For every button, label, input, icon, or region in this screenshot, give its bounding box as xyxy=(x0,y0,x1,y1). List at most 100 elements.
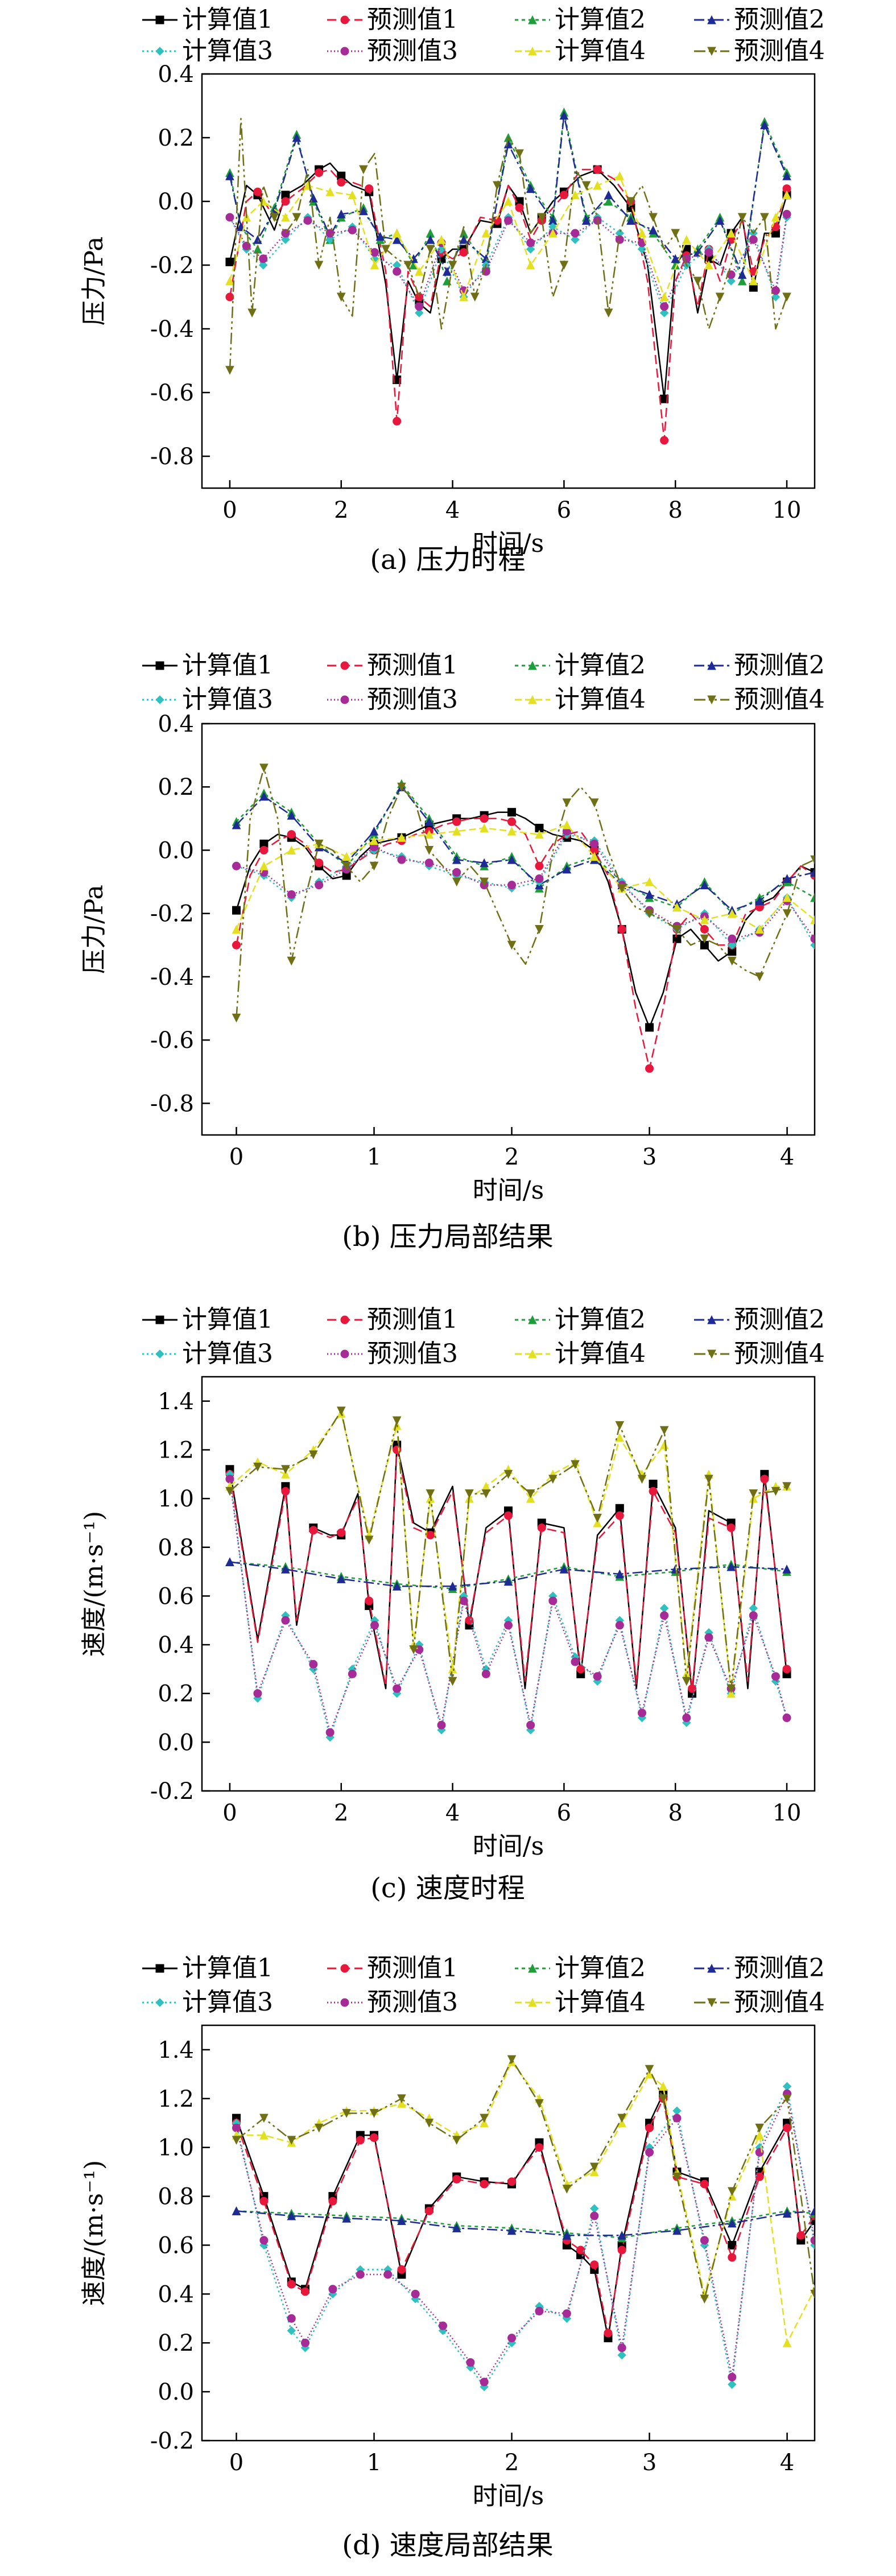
data-point xyxy=(409,1645,418,1654)
data-point xyxy=(259,2197,269,2206)
data-point xyxy=(671,229,680,238)
series-line xyxy=(236,818,815,1070)
data-point xyxy=(704,248,713,257)
series-line xyxy=(236,2092,815,2339)
data-point xyxy=(649,1487,658,1496)
data-point xyxy=(369,2109,379,2118)
data-point xyxy=(771,1487,781,1496)
data-point xyxy=(645,909,654,918)
data-point xyxy=(782,1665,791,1674)
data-point xyxy=(700,934,709,944)
data-point xyxy=(281,1469,290,1479)
x-tick-label: 2 xyxy=(505,2450,519,2476)
data-point xyxy=(342,2109,351,2118)
x-tick-label: 4 xyxy=(780,1144,794,1170)
legend-label: 计算值4 xyxy=(555,36,646,65)
data-point xyxy=(314,2123,324,2133)
data-point xyxy=(535,861,544,870)
legend-label: 计算值4 xyxy=(555,1988,646,2017)
data-point xyxy=(645,2065,654,2074)
data-point xyxy=(281,235,290,244)
data-point xyxy=(480,2377,489,2387)
data-point xyxy=(659,1440,669,1450)
data-point xyxy=(571,190,580,200)
data-point xyxy=(242,241,251,250)
series-line xyxy=(236,824,815,930)
y-tick-label: 0.0 xyxy=(158,189,194,215)
data-point xyxy=(426,1489,435,1498)
data-point xyxy=(615,1504,624,1513)
data-point xyxy=(364,1535,374,1545)
data-point xyxy=(559,110,569,120)
data-point xyxy=(700,2179,709,2189)
data-point xyxy=(645,1023,654,1032)
legend-item: 计算值2 xyxy=(515,5,646,34)
legend-label: 预测值1 xyxy=(367,651,458,680)
data-point xyxy=(593,1672,602,1681)
legend-label: 预测值2 xyxy=(734,5,825,34)
y-tick-label: 1.4 xyxy=(158,2037,194,2063)
data-point xyxy=(452,2136,461,2145)
data-point xyxy=(356,2136,365,2145)
legend-label: 预测值1 xyxy=(367,5,458,34)
data-point xyxy=(571,235,580,244)
y-axis-label: 速度/(m·s⁻¹) xyxy=(80,1511,109,1657)
y-tick-label: 1.0 xyxy=(158,1486,194,1512)
y-tick-label: -0.6 xyxy=(150,1027,194,1054)
data-point xyxy=(337,177,346,187)
y-tick-label: 0.0 xyxy=(158,837,194,864)
data-point xyxy=(659,308,669,317)
data-point xyxy=(348,225,357,234)
data-point xyxy=(253,1689,262,1698)
series-7 xyxy=(225,171,791,302)
legend-item: 预测值1 xyxy=(327,1954,458,1983)
data-point xyxy=(727,956,737,966)
data-point xyxy=(782,292,791,302)
data-point xyxy=(755,972,765,982)
data-point xyxy=(225,171,234,180)
data-point xyxy=(507,817,517,826)
x-tick-label: 0 xyxy=(222,1800,237,1826)
data-point xyxy=(459,235,468,244)
data-point xyxy=(370,248,379,257)
legend-label: 计算值2 xyxy=(555,1305,646,1334)
data-point xyxy=(535,2143,544,2152)
y-tick-label: 0.4 xyxy=(158,2281,194,2307)
data-point xyxy=(314,839,324,849)
series-8 xyxy=(225,1406,791,1694)
data-point xyxy=(448,1677,457,1686)
legend-item: 预测值3 xyxy=(327,1988,458,2017)
data-point xyxy=(452,868,461,877)
data-point xyxy=(728,940,737,950)
data-point xyxy=(287,2136,296,2145)
data-point xyxy=(649,213,658,222)
data-point xyxy=(749,1611,758,1620)
series-line xyxy=(236,2210,815,2236)
y-tick-label: 0.8 xyxy=(158,1535,194,1561)
data-point xyxy=(589,798,599,808)
data-point xyxy=(507,2055,517,2065)
data-point xyxy=(397,2094,406,2103)
legend-item: 计算值3 xyxy=(142,1339,273,1368)
legend-item: 计算值4 xyxy=(515,1339,646,1368)
x-tick-label: 2 xyxy=(505,1144,519,1170)
legend-label: 预测值3 xyxy=(367,1988,458,2017)
data-point xyxy=(771,286,780,295)
series-line xyxy=(229,214,788,308)
series-6 xyxy=(232,2089,815,2387)
data-point xyxy=(645,890,654,899)
data-point xyxy=(397,782,406,792)
data-point xyxy=(281,1487,290,1496)
x-tick-label: 3 xyxy=(642,1144,656,1170)
data-point xyxy=(810,893,815,902)
data-point xyxy=(645,877,654,886)
data-point xyxy=(465,1489,474,1498)
data-point xyxy=(481,1489,491,1498)
legend-label: 计算值4 xyxy=(555,1339,646,1368)
data-point xyxy=(225,213,234,222)
data-point xyxy=(604,190,613,200)
series-line xyxy=(236,786,815,911)
data-point xyxy=(301,2338,310,2347)
data-point xyxy=(810,2206,815,2215)
y-tick-label: 1.2 xyxy=(158,2086,194,2112)
